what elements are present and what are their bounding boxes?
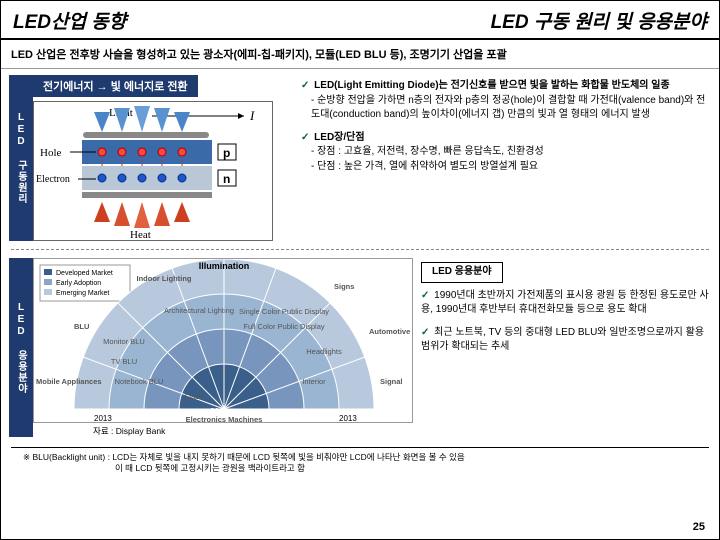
seg-auto: Automotive (369, 327, 410, 336)
year-0: 2013 (94, 414, 112, 423)
seg-mobile: Mobile Appliances (36, 377, 102, 386)
source-text: 자료 : Display Bank (33, 425, 413, 437)
label-n: n (223, 172, 230, 186)
b1-head: LED(Light Emitting Diode)는 전기신호를 받으면 빛을 … (314, 80, 669, 91)
label-hole: Hole (40, 147, 62, 159)
label-electron: Electron (36, 174, 70, 185)
title-right: LED 구동 원리 및 응용분야 (491, 7, 707, 34)
title-left: LED산업 동향 (13, 7, 126, 34)
seg-signs: Signs (334, 282, 354, 291)
label-heat: Heat (130, 229, 151, 241)
inner-3: Headlights (306, 347, 342, 356)
inner-0: Monitor BLU (103, 337, 145, 346)
check-icon: ✓ (301, 132, 309, 143)
arc-diagram: Developed Market Early Adoption Emerging… (33, 258, 413, 423)
arc-wrap: Developed Market Early Adoption Emerging… (33, 258, 413, 437)
legend-1: Early Adoption (56, 280, 101, 287)
led-svg: Light I (34, 102, 274, 242)
banner-energy: 전기에너지 → 빛 에너지로 전환 (33, 75, 198, 97)
arc-top: Illumination (199, 261, 250, 271)
legend-0: Developed Market (56, 270, 113, 277)
bullet-2: ✓ LED장/단점 - 장점 : 고효율, 저전력, 장수명, 빠른 응답속도,… (301, 131, 711, 175)
check-icon: ✓ (421, 327, 429, 338)
b1-sub: - 순방향 전압을 가하면 n층의 전자와 p층의 정공(hole)이 결합할 … (301, 94, 711, 123)
subtitle-text: LED 산업은 전후방 사슬을 형성하고 있는 광소자(에피-칩-패키지), 모… (11, 49, 507, 61)
subtitle-bar: LED 산업은 전후방 사슬을 형성하고 있는 광소자(에피-칩-패키지), 모… (1, 40, 719, 69)
inner-1: TV BLU (111, 357, 137, 366)
legend-2: Emerging Market (56, 290, 109, 297)
check-icon: ✓ (421, 290, 429, 301)
label-I: I (249, 108, 255, 123)
diagram-wrap: 전기에너지 → 빛 에너지로 전환 Light I (33, 75, 293, 241)
year-1: 2009 (210, 407, 228, 416)
heat-arrows (94, 202, 190, 228)
footnote: ※ BLU(Backlight unit) : LCD는 자체로 빛을 내지 못… (11, 447, 709, 474)
label-p: p (223, 146, 230, 160)
seg-blu: BLU (74, 322, 89, 331)
section2-text: LED 응용분야 ✓ 1990년대 초반까지 가전제품의 표시용 광원 등 한정… (421, 258, 711, 437)
b2-adv: - 장점 : 고효율, 저전력, 장수명, 빠른 응답속도, 친환경성 (301, 145, 711, 160)
divider (11, 249, 709, 250)
section1-text: ✓ LED(Light Emitting Diode)는 전기신호를 받으면 빛… (301, 75, 711, 241)
b2-head: LED장/단점 (314, 132, 364, 143)
section2-body: Developed Market Early Adoption Emerging… (33, 258, 711, 437)
page-number: 25 (693, 521, 705, 533)
arc-svg: Developed Market Early Adoption Emerging… (34, 259, 414, 424)
inner-8: Flash (185, 392, 203, 401)
inner-4: Interior (302, 377, 326, 386)
inner-7: Architectural Lighting (164, 306, 234, 315)
inner-5: Single Color Public Display (239, 307, 329, 316)
b2-dis: - 단점 : 높은 가격, 열에 취약하여 별도의 방열설계 필요 (301, 160, 711, 175)
check-icon: ✓ (301, 80, 309, 91)
inner-2: Notebook BLU (115, 377, 164, 386)
seg-signal: Signal (380, 377, 403, 386)
bullet-1: ✓ LED(Light Emitting Diode)는 전기신호를 받으면 빛… (301, 79, 711, 123)
app-bullet-1: ✓ 1990년대 초반까지 가전제품의 표시용 광원 등 한정된 용도로만 사용… (421, 289, 711, 318)
seg-indoor: Indoor Lighting (137, 274, 192, 283)
led-diagram: Light I (33, 101, 273, 241)
app-banner: LED 응용분야 (421, 262, 503, 283)
year-2: 2013 (339, 414, 357, 423)
vtab-principle: LED 구동원리 (9, 75, 33, 241)
footnote1: ※ BLU(Backlight unit) : LCD는 자체로 빛을 내지 못… (23, 452, 465, 462)
app-bullet-2: ✓ 최근 노트북, TV 등의 중대형 LED BLU와 일반조명으로까지 활용… (421, 326, 711, 355)
page-header: LED산업 동향 LED 구동 원리 및 응용분야 (1, 1, 719, 40)
footnote2: 이 때 LCD 뒷쪽에 고정시키는 광원을 백라이트라고 함 (23, 463, 305, 473)
section-application: LED 응용분야 Developed Market Early Adoption… (1, 252, 719, 443)
section1-body: 전기에너지 → 빛 에너지로 전환 Light I (33, 75, 711, 241)
section-principle: LED 구동원리 전기에너지 → 빛 에너지로 전환 Light I (1, 69, 719, 247)
vtab-application: LED 응용분야 (9, 258, 33, 437)
seg-elec: Electronics Machines (186, 415, 263, 424)
app-b1: 1990년대 초반까지 가전제품의 표시용 광원 등 한정된 용도로만 사용, … (421, 290, 709, 316)
app-b2: 최근 노트북, TV 등의 중대형 LED BLU와 일반조명으로까지 활용 범… (421, 327, 704, 353)
inner-6: Full Color Public Display (243, 322, 325, 331)
